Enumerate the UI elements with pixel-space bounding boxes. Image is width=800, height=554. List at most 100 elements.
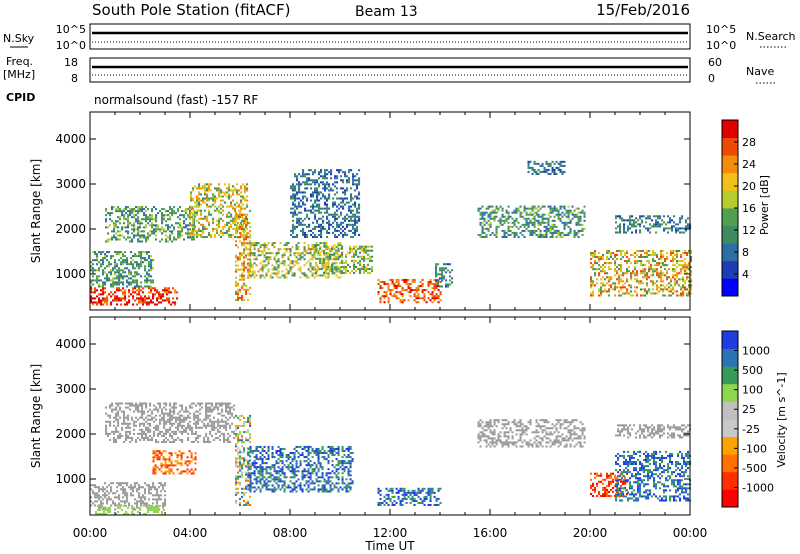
- power-cell: [251, 272, 254, 275]
- power-cell: [216, 189, 219, 192]
- power-cell: [435, 267, 438, 270]
- velocity-cell: [126, 482, 129, 485]
- power-cell: [326, 205, 329, 208]
- power-cell: [363, 267, 366, 270]
- power-cell: [298, 189, 301, 192]
- power-cell: [614, 260, 617, 263]
- power-cell: [557, 209, 560, 212]
- power-cell: [614, 286, 617, 289]
- power-cell: [670, 288, 673, 291]
- power-cell: [684, 286, 687, 289]
- power-cell: [622, 274, 625, 277]
- power-cell: [127, 216, 130, 219]
- power-cell: [249, 266, 252, 269]
- power-cell: [439, 273, 442, 276]
- velocity-cell: [126, 496, 129, 499]
- power-cell: [320, 211, 323, 214]
- power-cell: [666, 288, 669, 291]
- power-cell: [294, 175, 297, 178]
- power-cell: [533, 217, 536, 220]
- power-cell: [113, 230, 116, 233]
- power-cell: [145, 224, 148, 227]
- velocity-cell: [105, 424, 108, 427]
- velocity-cell: [94, 494, 97, 497]
- power-cell: [541, 164, 544, 167]
- power-cell: [417, 301, 420, 304]
- velocity-cell: [237, 427, 240, 430]
- velocity-cell: [168, 458, 171, 461]
- power-cell: [138, 263, 141, 266]
- power-cell: [139, 220, 142, 223]
- power-cell: [527, 221, 530, 224]
- velocity-cell: [140, 486, 143, 489]
- velocity-cell: [110, 488, 113, 491]
- power-cell: [144, 265, 147, 268]
- power-cell: [537, 215, 540, 218]
- power-cell: [529, 219, 532, 222]
- power-cell: [106, 275, 109, 278]
- velocity-cell: [173, 406, 176, 409]
- power-cell: [325, 242, 328, 245]
- power-cell: [481, 217, 484, 220]
- power-cell: [120, 261, 123, 264]
- power-cell: [630, 276, 633, 279]
- power-cell: [664, 286, 667, 289]
- power-cell: [232, 227, 235, 230]
- power-cell: [318, 185, 321, 188]
- power-cell: [312, 211, 315, 214]
- velocity-cell: [164, 482, 167, 485]
- velocity-cell: [96, 500, 99, 503]
- power-cell: [94, 269, 97, 272]
- velocity-cell: [195, 432, 198, 435]
- power-cell: [644, 272, 647, 275]
- power-cell: [334, 229, 337, 232]
- power-cell: [216, 207, 219, 210]
- velocity-cell: [154, 470, 157, 473]
- velocity-cell: [105, 412, 108, 415]
- power-cell: [336, 175, 339, 178]
- velocity-cell: [163, 416, 166, 419]
- power-cell: [245, 288, 248, 291]
- power-cell: [139, 224, 142, 227]
- power-cell: [690, 280, 693, 283]
- power-cell: [251, 244, 254, 247]
- power-cell: [169, 236, 172, 239]
- power-cell: [336, 229, 339, 232]
- power-cell: [261, 266, 264, 269]
- power-cell: [598, 274, 601, 277]
- power-cell: [134, 291, 137, 294]
- power-cell: [206, 187, 209, 190]
- power-cell: [130, 283, 133, 286]
- power-cell: [228, 227, 231, 230]
- power-cell: [144, 295, 147, 298]
- power-cell: [198, 233, 201, 236]
- colorbar-step: [722, 190, 738, 209]
- power-cell: [680, 286, 683, 289]
- velocity-cell: [223, 424, 226, 427]
- velocity-cell: [117, 424, 120, 427]
- velocity-cell: [155, 408, 158, 411]
- power-cell: [106, 299, 109, 302]
- power-cell: [340, 221, 343, 224]
- power-cell: [241, 276, 244, 279]
- velocity-cell: [217, 408, 220, 411]
- power-cell: [553, 162, 556, 165]
- power-cell: [120, 299, 123, 302]
- power-cell: [344, 189, 347, 192]
- velocity-cell: [156, 490, 159, 493]
- power-cell: [218, 219, 221, 222]
- power-cell: [495, 215, 498, 218]
- velocity-cell: [190, 454, 193, 457]
- power-cell: [235, 282, 238, 285]
- power-cell: [206, 197, 209, 200]
- power-cell: [143, 230, 146, 233]
- power-cell: [318, 193, 321, 196]
- power-cell: [326, 229, 329, 232]
- power-cell: [249, 264, 252, 267]
- power-cell: [224, 225, 227, 228]
- power-cell: [654, 282, 657, 285]
- power-cell: [407, 299, 410, 302]
- velocity-cell: [124, 488, 127, 491]
- power-cell: [126, 275, 129, 278]
- power-cell: [633, 221, 636, 224]
